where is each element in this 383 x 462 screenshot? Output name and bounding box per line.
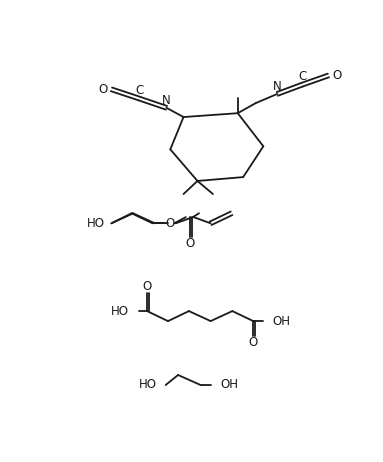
Text: OH: OH [273,315,291,328]
Text: O: O [98,83,108,96]
Text: N: N [273,80,282,93]
Text: HO: HO [111,304,129,317]
Text: O: O [249,336,258,349]
Text: C: C [298,71,306,84]
Text: O: O [165,217,174,230]
Text: C: C [135,85,144,97]
Text: HO: HO [87,217,105,230]
Text: HO: HO [138,378,156,391]
Text: O: O [142,280,152,293]
Text: OH: OH [220,378,238,391]
Text: N: N [162,94,171,107]
Text: O: O [332,69,342,82]
Text: O: O [185,237,194,250]
